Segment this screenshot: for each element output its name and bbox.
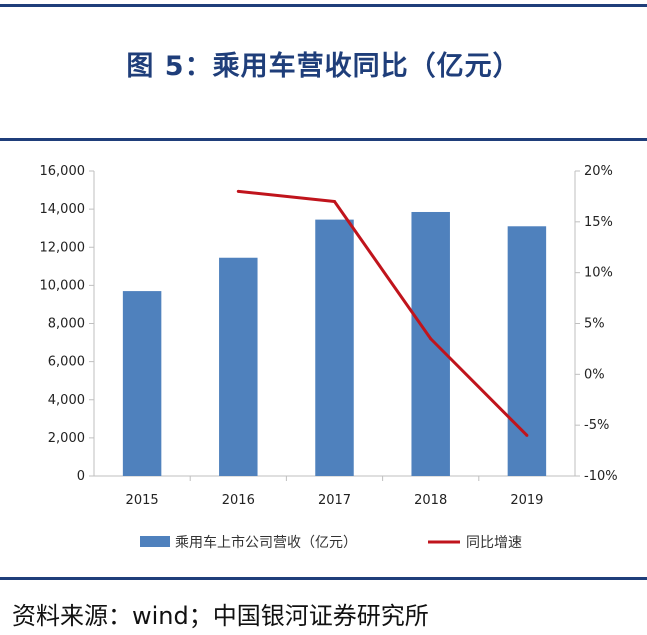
left-tick-label: 14,000 [40,202,86,217]
right-tick-label: -5% [584,418,609,433]
legend-line-label: 同比增速 [466,535,522,551]
x-tick-label: 2016 [222,493,255,508]
line-point [429,337,433,341]
source-note: 资料来源：wind；中国银河证券研究所 [12,602,429,630]
right-tick-label: 5% [584,317,605,332]
left-tick-label: 4,000 [48,393,85,408]
bar [411,211,450,476]
left-tick-label: 12,000 [40,240,86,255]
title-rule [0,138,647,141]
legend-bar-label: 乘用车上市公司营收（亿元） [175,534,357,551]
bar [122,291,162,476]
line-point [333,200,336,203]
left-tick-label: 6,000 [48,355,85,370]
chart-title: 图 5：乘用车营收同比（亿元） [126,51,521,82]
legend: 乘用车上市公司营收（亿元） 同比增速 [140,534,522,551]
legend-bar-swatch [140,536,170,547]
right-tick-label: 0% [584,367,605,382]
x-tick-label: 2018 [414,493,447,508]
bar [219,257,258,476]
bar [507,226,547,476]
left-tick-label: 2,000 [48,431,85,446]
right-tick-label: -10% [584,469,618,484]
left-tick-label: 10,000 [40,278,86,293]
right-tick-label: 20% [584,164,613,179]
left-tick-label: 8,000 [48,317,85,332]
left-tick-label: 0 [77,469,85,484]
top-rule [0,4,647,7]
chart: 0 2,000 4,000 6,000 8,000 10,000 12,000 14,000 1… [40,164,618,551]
left-tick-label: 16,000 [40,164,86,179]
right-tick-label: 10% [584,266,613,281]
line-series-path [238,189,528,437]
line-series [236,189,529,437]
bar [315,219,354,476]
chart-axes: 0 2,000 4,000 6,000 8,000 10,000 12,000 14,000 1… [40,164,618,508]
right-tick-label: 15% [584,215,613,230]
bottom-rule [0,577,647,580]
bar-series [122,211,547,476]
x-tick-label: 2017 [318,493,351,508]
x-tick-label: 2015 [126,493,159,508]
x-tick-label: 2019 [510,493,543,508]
line-point [236,189,240,193]
line-point [525,433,529,437]
